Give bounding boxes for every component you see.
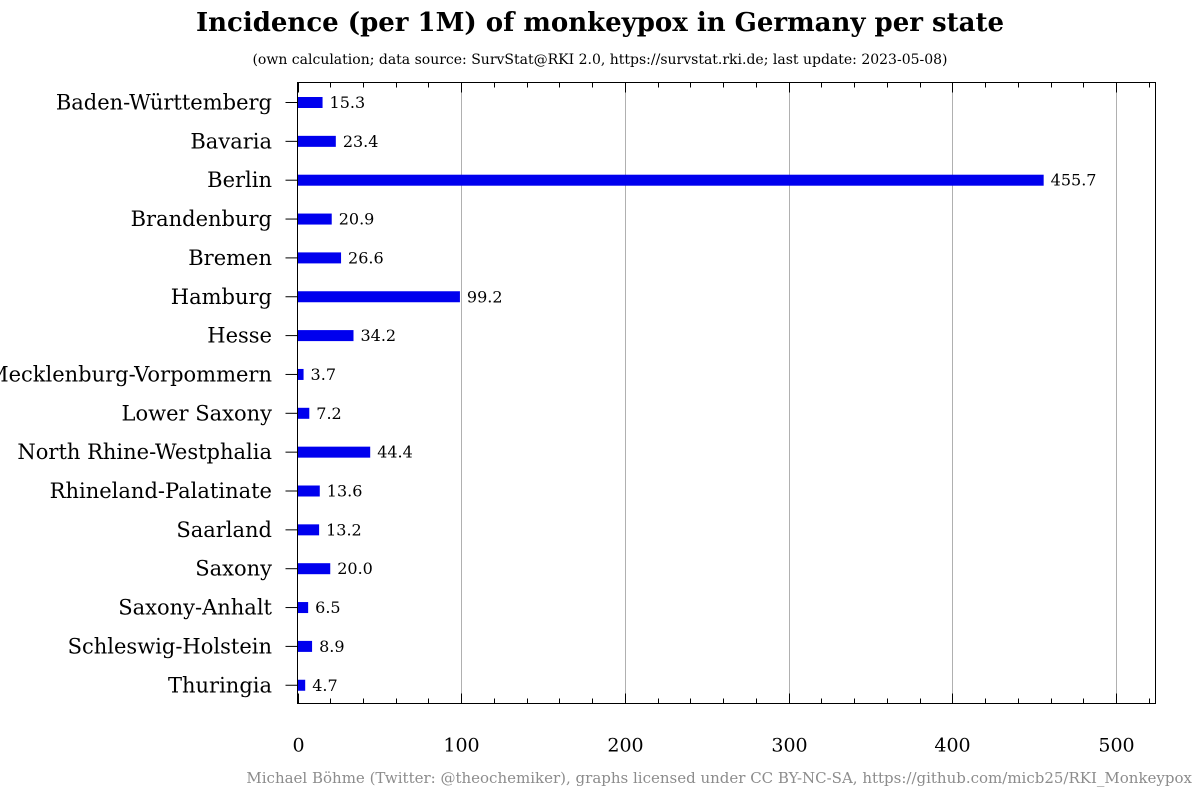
- category-label-saarland: Saarland: [176, 518, 272, 542]
- category-label-rhineland-palatinate: Rhineland-Palatinate: [50, 479, 272, 503]
- category-labels: Baden-Württemberg Bavaria Berlin Brandenbur…: [0, 91, 298, 698]
- bar-thuringia: [298, 680, 306, 691]
- value-label-lower-saxony: 7.2: [316, 404, 341, 423]
- category-label-mecklenburg-vorpommern: Mecklenburg-Vorpommern: [0, 362, 272, 386]
- category-label-saxony-anhalt: Saxony-Anhalt: [118, 596, 272, 620]
- value-label-saxony: 20.0: [337, 559, 373, 578]
- value-label-mecklenburg-vorpommern: 3.7: [311, 365, 336, 384]
- value-label-baden-w-rttemberg: 15.3: [330, 93, 366, 112]
- value-label-hesse: 34.2: [360, 326, 396, 345]
- bar-mecklenburg-vorpommern: [298, 369, 304, 380]
- value-label-berlin: 455.7: [1051, 171, 1097, 190]
- bar-baden-w-rttemberg: [298, 97, 323, 108]
- category-label-bremen: Bremen: [188, 246, 272, 270]
- bar-north-rhine-westphalia: [298, 447, 371, 458]
- category-label-saxony: Saxony: [195, 557, 272, 581]
- value-label-bavaria: 23.4: [343, 132, 379, 151]
- bar-bremen: [298, 252, 342, 263]
- category-label-berlin: Berlin: [207, 168, 272, 192]
- x-tick-label-200: 200: [607, 735, 643, 757]
- x-tick-label-100: 100: [443, 735, 479, 757]
- bar-chart: 15.3 23.4 455.7 20.9 26.6 99.2 34.2 3.7 7.2 44.4 1…: [0, 0, 1200, 800]
- value-label-saxony-anhalt: 6.5: [315, 598, 340, 617]
- bars: [298, 97, 1044, 691]
- x-tick-label-500: 500: [1098, 735, 1134, 757]
- bar-saxony-anhalt: [298, 602, 309, 613]
- bar-brandenburg: [298, 214, 332, 225]
- value-label-schleswig-holstein: 8.9: [319, 637, 344, 656]
- bar-lower-saxony: [298, 408, 310, 419]
- category-label-hamburg: Hamburg: [171, 285, 272, 309]
- bar-bavaria: [298, 136, 336, 147]
- category-label-brandenburg: Brandenburg: [131, 207, 272, 231]
- chart-footer: Michael Böhme (Twitter: @theochemiker), …: [246, 769, 1192, 787]
- category-label-schleswig-holstein: Schleswig-Holstein: [68, 634, 272, 658]
- value-label-bremen: 26.6: [348, 248, 384, 267]
- value-label-thuringia: 4.7: [312, 676, 337, 695]
- category-label-baden-w-rttemberg: Baden-Württemberg: [56, 91, 272, 115]
- bar-rhineland-palatinate: [298, 486, 320, 497]
- bar-saarland: [298, 524, 320, 535]
- value-label-rhineland-palatinate: 13.6: [327, 482, 363, 501]
- value-label-brandenburg: 20.9: [339, 210, 375, 229]
- bar-hamburg: [298, 291, 460, 302]
- x-tick-label-400: 400: [934, 735, 970, 757]
- value-label-saarland: 13.2: [326, 520, 362, 539]
- bar-hesse: [298, 330, 354, 341]
- bar-berlin: [298, 175, 1044, 186]
- bar-schleswig-holstein: [298, 641, 313, 652]
- category-label-thuringia: Thuringia: [168, 673, 272, 697]
- bar-saxony: [298, 563, 331, 574]
- x-tick-label-0: 0: [292, 735, 304, 757]
- category-label-bavaria: Bavaria: [190, 129, 272, 153]
- x-tick-label-300: 300: [771, 735, 807, 757]
- category-label-north-rhine-westphalia: North Rhine-Westphalia: [17, 440, 272, 464]
- value-label-hamburg: 99.2: [467, 287, 503, 306]
- category-label-lower-saxony: Lower Saxony: [122, 401, 273, 425]
- category-label-hesse: Hesse: [207, 324, 272, 348]
- value-label-north-rhine-westphalia: 44.4: [377, 443, 413, 462]
